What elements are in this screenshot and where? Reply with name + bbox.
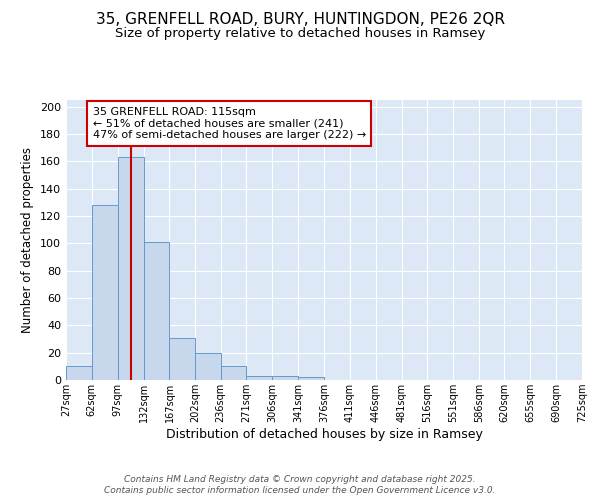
Bar (118, 158, 143, 380)
Text: Contains public sector information licensed under the Open Government Licence v3: Contains public sector information licen… (104, 486, 496, 495)
Bar (298, 378, 324, 380)
Bar (221, 366, 247, 380)
Bar (66, 366, 92, 380)
Y-axis label: Number of detached properties: Number of detached properties (22, 147, 34, 333)
Text: 35 GRENFELL ROAD: 115sqm
← 51% of detached houses are smaller (241)
47% of semi-: 35 GRENFELL ROAD: 115sqm ← 51% of detach… (92, 107, 366, 140)
Text: Size of property relative to detached houses in Ramsey: Size of property relative to detached ho… (115, 28, 485, 40)
Text: 35, GRENFELL ROAD, BURY, HUNTINGDON, PE26 2QR: 35, GRENFELL ROAD, BURY, HUNTINGDON, PE2… (95, 12, 505, 28)
Text: Contains HM Land Registry data © Crown copyright and database right 2025.: Contains HM Land Registry data © Crown c… (124, 475, 476, 484)
Bar (169, 338, 196, 380)
Bar (143, 242, 169, 380)
Bar (196, 352, 221, 380)
Bar (247, 376, 272, 380)
X-axis label: Distribution of detached houses by size in Ramsey: Distribution of detached houses by size … (166, 428, 482, 441)
Bar (272, 376, 298, 380)
Bar (92, 205, 118, 380)
